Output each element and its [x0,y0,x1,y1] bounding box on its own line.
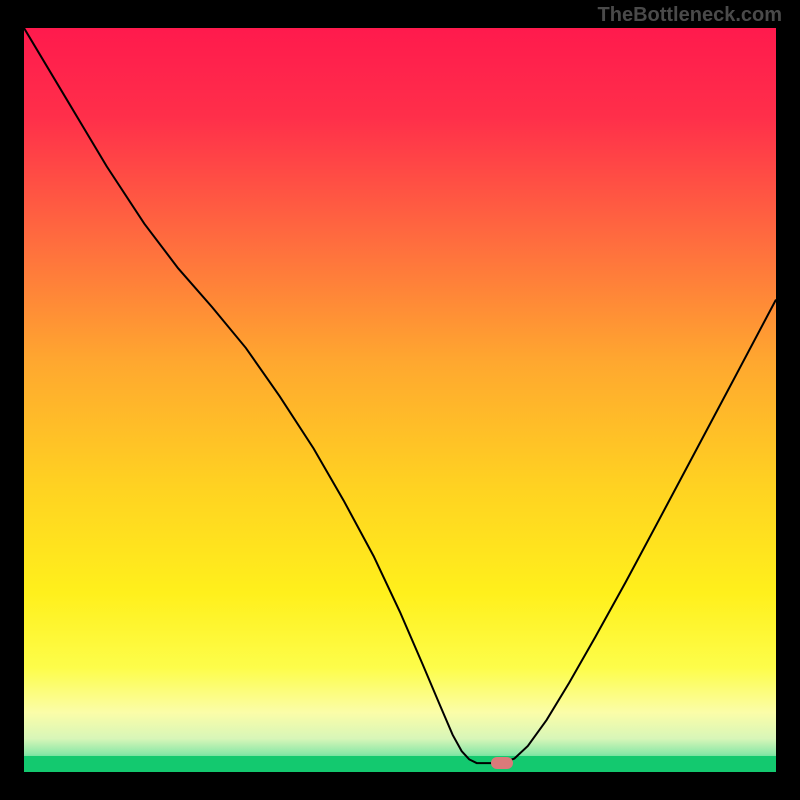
curve-path [24,28,776,763]
bottleneck-curve [24,28,776,772]
optimal-point-marker [491,757,513,769]
plot-area [24,28,776,772]
watermark-text: TheBottleneck.com [598,4,782,27]
